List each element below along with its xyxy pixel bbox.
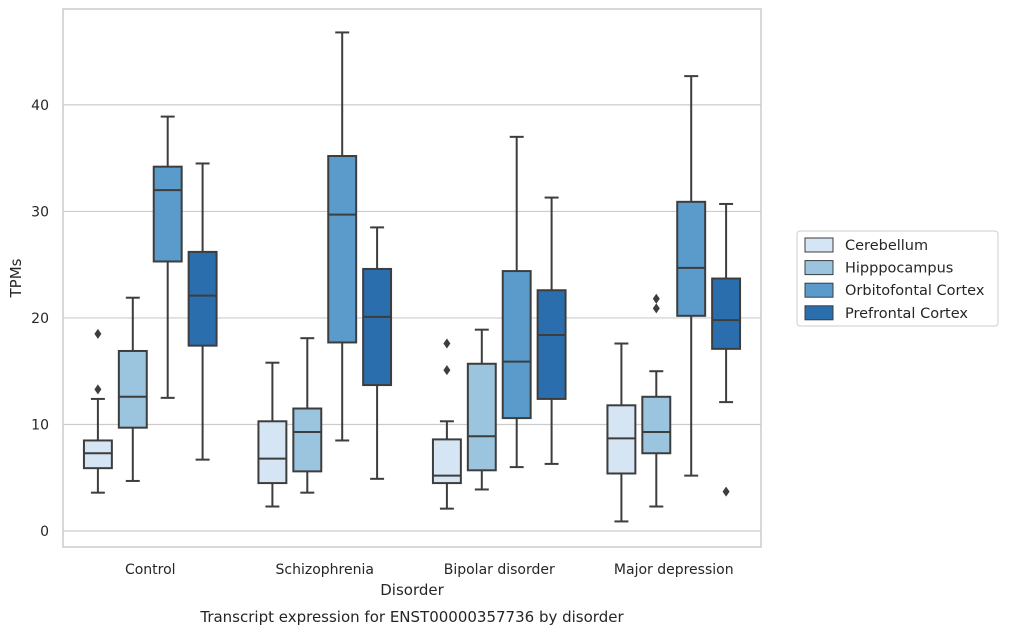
box bbox=[536, 289, 567, 400]
box bbox=[641, 395, 672, 455]
box-group bbox=[187, 162, 218, 461]
box bbox=[606, 404, 637, 475]
y-axis-label: TPMs bbox=[7, 258, 25, 298]
y-tick-label: 30 bbox=[31, 204, 49, 220]
chart-caption: Transcript expression for ENST0000035773… bbox=[199, 608, 624, 626]
box-group bbox=[501, 135, 532, 469]
plot-frame bbox=[62, 8, 762, 548]
y-tick-label: 10 bbox=[31, 417, 49, 433]
box-group bbox=[362, 226, 393, 480]
box-group bbox=[676, 75, 707, 477]
outlier-point bbox=[652, 303, 660, 314]
legend-frame bbox=[796, 230, 999, 327]
box-group bbox=[466, 328, 497, 491]
x-tick-label: Bipolar disorder bbox=[444, 562, 555, 578]
outlier-point bbox=[722, 486, 730, 497]
legend: Cerebellum Hipppocampus Orbitofontal Corte… bbox=[796, 230, 999, 327]
outlier-point bbox=[652, 293, 660, 304]
box-group bbox=[606, 342, 637, 523]
box-group bbox=[257, 361, 288, 508]
x-tick-labels: Control Schizophrenia Bipolar disorder Majo… bbox=[125, 562, 734, 578]
box bbox=[117, 349, 148, 429]
box-group bbox=[711, 202, 742, 497]
box bbox=[362, 267, 393, 387]
box bbox=[711, 277, 742, 350]
box-group bbox=[292, 337, 323, 494]
box bbox=[327, 155, 358, 344]
legend-swatch bbox=[804, 237, 834, 253]
box bbox=[466, 362, 497, 472]
y-tick-label: 0 bbox=[40, 524, 49, 540]
y-tick-label: 20 bbox=[31, 311, 49, 327]
box-group bbox=[327, 31, 358, 442]
legend-label: Prefrontal Cortex bbox=[845, 306, 968, 322]
box bbox=[152, 165, 183, 263]
legend-label: Cerebellum bbox=[845, 238, 928, 254]
outlier-point bbox=[443, 365, 451, 376]
legend-label: Hipppocampus bbox=[845, 261, 953, 277]
legend-swatch bbox=[804, 282, 834, 298]
box-group bbox=[641, 293, 672, 508]
box bbox=[501, 270, 532, 420]
legend-swatch bbox=[804, 260, 834, 276]
box bbox=[82, 439, 113, 470]
x-tick-label: Major depression bbox=[614, 562, 734, 578]
box bbox=[257, 420, 288, 485]
box bbox=[187, 250, 218, 347]
box bbox=[676, 200, 707, 317]
outlier-point bbox=[94, 384, 102, 395]
y-tick-label: 40 bbox=[31, 98, 49, 114]
box-group bbox=[117, 296, 148, 482]
box-group bbox=[152, 115, 183, 399]
boxes bbox=[82, 31, 742, 523]
y-tick-labels: 0 10 20 30 40 bbox=[31, 98, 49, 540]
x-tick-label: Schizophrenia bbox=[276, 562, 374, 578]
box-group bbox=[536, 196, 567, 465]
box-group bbox=[431, 338, 462, 510]
legend-label: Orbitofontal Cortex bbox=[845, 283, 985, 299]
legend-swatch bbox=[804, 305, 834, 321]
x-tick-label: Control bbox=[125, 562, 176, 578]
outlier-point bbox=[443, 338, 451, 349]
box-group bbox=[82, 328, 113, 494]
x-axis-label: Disorder bbox=[380, 581, 444, 599]
outlier-point bbox=[94, 328, 102, 339]
box bbox=[292, 407, 323, 473]
